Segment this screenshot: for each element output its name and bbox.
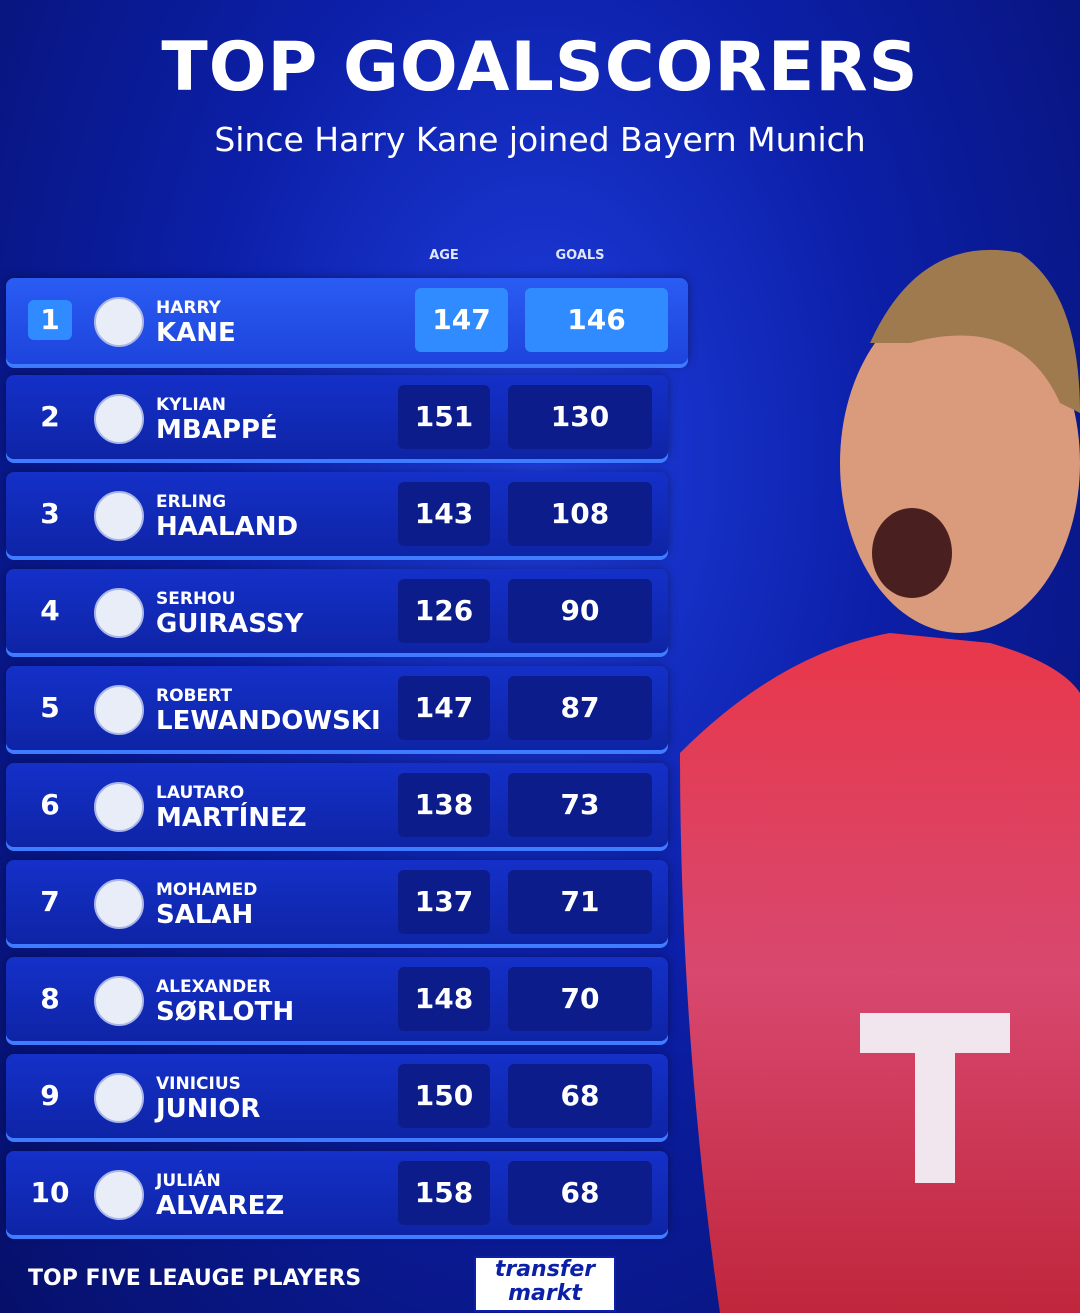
last-name: HAALAND — [156, 512, 299, 542]
first-name: MOHAMED — [156, 880, 258, 900]
goals: 108 — [508, 482, 652, 546]
last-name: SØRLOTH — [156, 997, 295, 1027]
club-badge — [94, 685, 144, 735]
goals: 130 — [508, 385, 652, 449]
table-row: 3 ERLING HAALAND 143 108 — [6, 472, 668, 556]
goals: 71 — [508, 870, 652, 934]
age: 138 — [398, 773, 490, 837]
goals: 90 — [508, 579, 652, 643]
logo: transfer markt — [474, 1256, 616, 1312]
rank: 3 — [40, 497, 60, 530]
table-row: 7 MOHAMED SALAH 137 71 — [6, 860, 668, 944]
age: 147 — [398, 676, 490, 740]
rank: 1 — [28, 300, 72, 340]
rank: 2 — [40, 400, 60, 433]
subtitle: Since Harry Kane joined Bayern Munich — [214, 120, 866, 159]
table-row: 1 HARRY KANE 147 146 — [6, 278, 688, 364]
age: 143 — [398, 482, 490, 546]
table-row: 10 JULIÁN ALVAREZ 158 68 — [6, 1151, 668, 1235]
age: 137 — [398, 870, 490, 934]
last-name: MBAPPÉ — [156, 415, 278, 445]
club-badge — [94, 879, 144, 929]
rank: 6 — [40, 788, 60, 821]
rank: 8 — [40, 982, 60, 1015]
goals: 73 — [508, 773, 652, 837]
column-header: GOALS — [555, 248, 605, 263]
logo-text: transfer — [494, 1257, 596, 1282]
club-badge — [94, 588, 144, 638]
goals: 146 — [525, 288, 668, 352]
rank: 5 — [40, 691, 60, 724]
last-name: SALAH — [156, 900, 254, 930]
table-row: 8 ALEXANDER SØRLOTH 148 70 — [6, 957, 668, 1041]
first-name: HARRY — [156, 298, 221, 318]
rank: 4 — [40, 594, 60, 627]
last-name: KANE — [156, 318, 236, 348]
table-row: 9 VINICIUS JUNIOR 150 68 — [6, 1054, 668, 1138]
column-header: AGE — [429, 248, 459, 263]
club-badge — [94, 782, 144, 832]
last-name: MARTÍNEZ — [156, 803, 307, 833]
goals: 68 — [508, 1064, 652, 1128]
club-badge — [94, 976, 144, 1026]
age: 158 — [398, 1161, 490, 1225]
table-row: 2 KYLIAN MBAPPÉ 151 130 — [6, 375, 668, 459]
first-name: ALEXANDER — [156, 977, 271, 997]
first-name: KYLIAN — [156, 395, 227, 415]
age: 126 — [398, 579, 490, 643]
last-name: GUIRASSY — [156, 609, 304, 639]
first-name: JULIÁN — [156, 1171, 221, 1191]
rank: 7 — [40, 885, 60, 918]
table-row: 5 ROBERT LEWANDOWSKI 147 87 — [6, 666, 668, 750]
last-name: LEWANDOWSKI — [156, 706, 381, 736]
logo-text: markt — [508, 1281, 582, 1306]
first-name: ROBERT — [156, 686, 233, 706]
player-photo — [680, 249, 1080, 1313]
age: 150 — [398, 1064, 490, 1128]
first-name: ERLING — [156, 492, 227, 512]
first-name: LAUTARO — [156, 783, 245, 803]
table-row: 6 LAUTARO MARTÍNEZ 138 73 — [6, 763, 668, 847]
club-badge — [94, 491, 144, 541]
first-name: VINICIUS — [156, 1074, 241, 1094]
club-badge — [94, 1073, 144, 1123]
goals: 68 — [508, 1161, 652, 1225]
club-badge — [94, 1170, 144, 1220]
age: 148 — [398, 967, 490, 1031]
goals: 87 — [508, 676, 652, 740]
age: 147 — [415, 288, 508, 352]
title: TOP GOALSCORERS — [161, 28, 919, 107]
club-badge — [94, 394, 144, 444]
club-badge — [94, 297, 144, 347]
footer-note: TOP FIVE LEAUGE PLAYERS — [28, 1266, 362, 1291]
rank: 10 — [30, 1176, 70, 1209]
last-name: ALVAREZ — [156, 1191, 285, 1221]
rank: 9 — [40, 1079, 60, 1112]
first-name: SERHOU — [156, 589, 236, 609]
age: 151 — [398, 385, 490, 449]
goals: 70 — [508, 967, 652, 1031]
last-name: JUNIOR — [156, 1094, 261, 1124]
table-row: 4 SERHOU GUIRASSY 126 90 — [6, 569, 668, 653]
